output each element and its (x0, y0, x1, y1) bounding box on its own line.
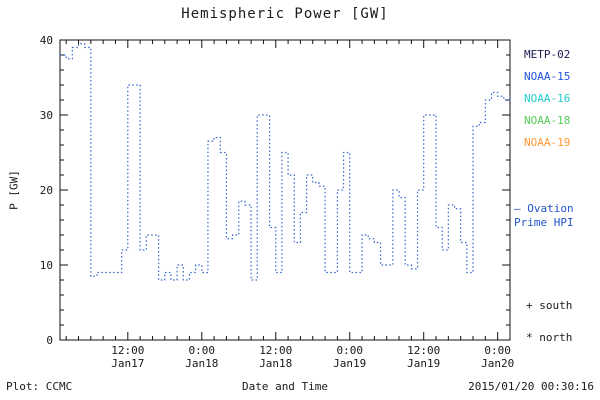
ovation-line-sample: – (514, 202, 521, 215)
legend-marker-north: * north (526, 331, 572, 344)
x-tick-time: 12:00 (407, 344, 440, 357)
plus-symbol: + (526, 299, 533, 312)
south-label: south (539, 299, 573, 312)
legend-item-noaa15: NOAA-15 (524, 70, 571, 83)
ovation-label-line2: Prime HPI (514, 216, 574, 229)
legend-ovation: – Ovation Prime HPI (514, 202, 574, 230)
legend-item-noaa16: NOAA-16 (524, 92, 571, 105)
x-tick-time: 12:00 (259, 344, 292, 357)
y-tick-label: 0 (46, 334, 53, 347)
plot-timestamp: 2015/01/20 00:30:16 (468, 380, 594, 393)
x-tick-time: 0:00 (484, 344, 511, 357)
legend-item-metp02: METP-02 (524, 48, 571, 61)
x-tick-time: 0:00 (336, 344, 363, 357)
chart-title: Hemispheric Power [GW] (181, 6, 389, 22)
x-tick-date: Jan17 (111, 357, 144, 370)
x-tick-time: 12:00 (111, 344, 144, 357)
ovation-label-line1: Ovation (527, 202, 574, 215)
legend-item-noaa19: NOAA-19 (524, 136, 571, 149)
axis-box (59, 39, 511, 341)
y-tick-label: 20 (40, 184, 53, 197)
satellite-legend: METP-02 NOAA-15 NOAA-16 NOAA-18 NOAA-19 (524, 44, 570, 154)
legend-item-noaa18: NOAA-18 (524, 114, 571, 127)
y-tick-label: 10 (40, 259, 53, 272)
plot-credit: Plot: CCMC (6, 380, 73, 393)
y-tick-label: 30 (40, 109, 53, 122)
north-label: north (539, 331, 573, 344)
asterisk-symbol: * (526, 331, 533, 344)
y-tick-label: 40 (40, 34, 53, 47)
x-tick-date: Jan20 (481, 357, 514, 370)
x-tick-date: Jan19 (333, 357, 366, 370)
x-axis-label: Date and Time (241, 380, 329, 393)
hpi-step-line (60, 43, 511, 281)
x-tick-time: 0:00 (189, 344, 216, 357)
x-tick-date: Jan19 (407, 357, 440, 370)
x-tick-date: Jan18 (185, 357, 218, 370)
legend-marker-south: + south (526, 299, 572, 312)
x-tick-date: Jan18 (259, 357, 292, 370)
ovation-line-1: – Ovation (514, 202, 574, 216)
